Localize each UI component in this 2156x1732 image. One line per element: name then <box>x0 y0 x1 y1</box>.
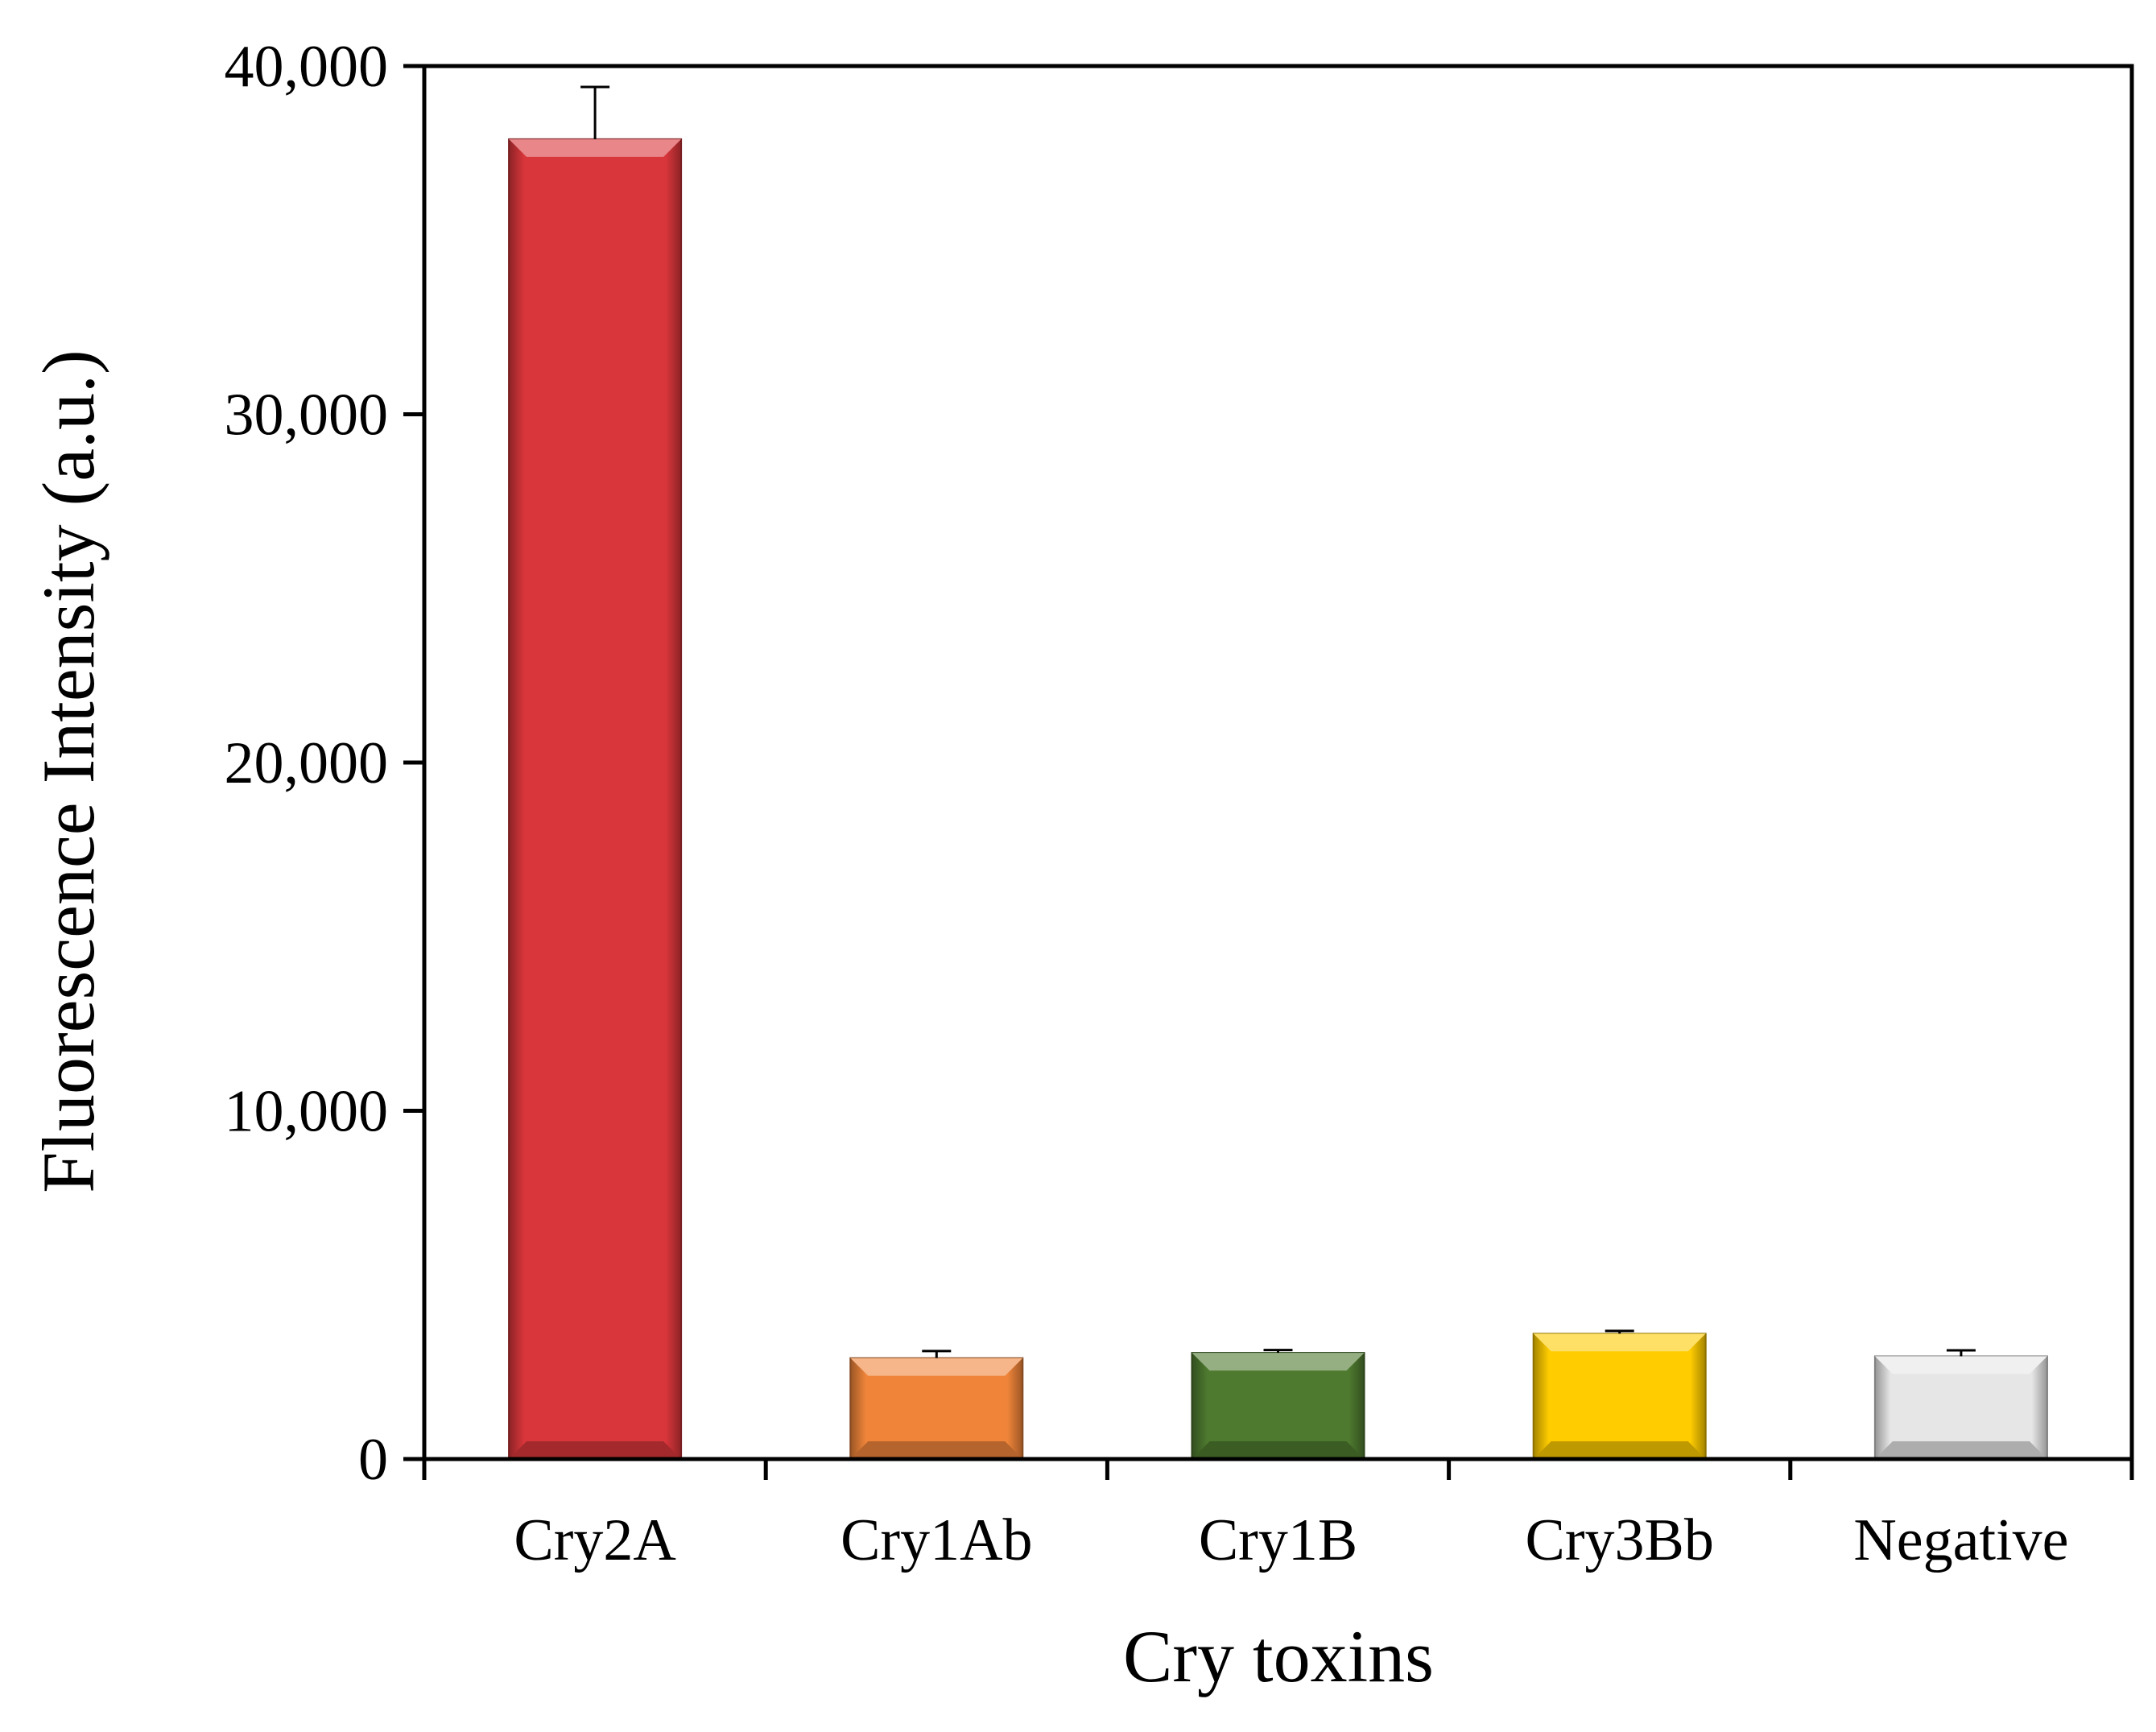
error-bars-layer <box>580 85 1976 1358</box>
error-bar-negative <box>1946 1349 1976 1357</box>
error-bar-cry1b <box>1263 1349 1293 1354</box>
bar-negative <box>1873 1355 2048 1460</box>
bar-cry1b <box>1191 1352 1365 1461</box>
bar-top-bevel <box>1874 1356 2047 1374</box>
y-tick-label: 40,000 <box>225 34 389 100</box>
y-axis-label: Fluorescence Intensity (a.u.) <box>27 349 109 1193</box>
x-tick-label: Cry3Bb <box>1526 1507 1714 1573</box>
bar-bottom-bevel <box>1874 1441 2047 1459</box>
bar-cry2a <box>508 138 683 1461</box>
axes-layer: Cry2A Cry1Ab Cry1B Cry3Bb Negative 0 10,000 20,… <box>225 34 2134 1573</box>
bar-bottom-bevel <box>850 1441 1023 1459</box>
y-tick-label: 10,000 <box>225 1079 389 1145</box>
y-tick-label: 20,000 <box>225 730 389 796</box>
bar-cry3bb <box>1532 1333 1707 1461</box>
x-tick-label: Cry1Ab <box>841 1507 1032 1573</box>
error-bar-cry3bb <box>1605 1329 1634 1334</box>
x-axis-label: Cry toxins <box>1123 1615 1434 1697</box>
bar-body <box>1532 1333 1707 1461</box>
bar-cry1ab <box>849 1357 1024 1460</box>
bar-top-bevel <box>1192 1353 1365 1371</box>
bar-bottom-bevel <box>1533 1441 1706 1459</box>
x-tick-label: Cry2A <box>514 1507 675 1573</box>
bar-top-bevel <box>509 138 682 157</box>
x-tick-label: Negative <box>1853 1507 2068 1573</box>
y-tick-label: 30,000 <box>225 382 389 449</box>
bar-bottom-bevel <box>1192 1441 1365 1459</box>
bars-layer <box>508 138 2048 1461</box>
bar-top-bevel <box>850 1358 1023 1376</box>
bar-top-bevel <box>1533 1333 1706 1352</box>
y-tick-label: 0 <box>358 1427 388 1493</box>
bar-body <box>508 138 683 1461</box>
bar-bottom-bevel <box>509 1441 682 1459</box>
error-bar-cry1ab <box>922 1350 952 1358</box>
error-bar-cry2a <box>580 85 610 139</box>
labels-layer: Fluorescence Intensity (a.u.) Cry toxins <box>27 349 1434 1697</box>
x-tick-label: Cry1B <box>1199 1507 1357 1573</box>
